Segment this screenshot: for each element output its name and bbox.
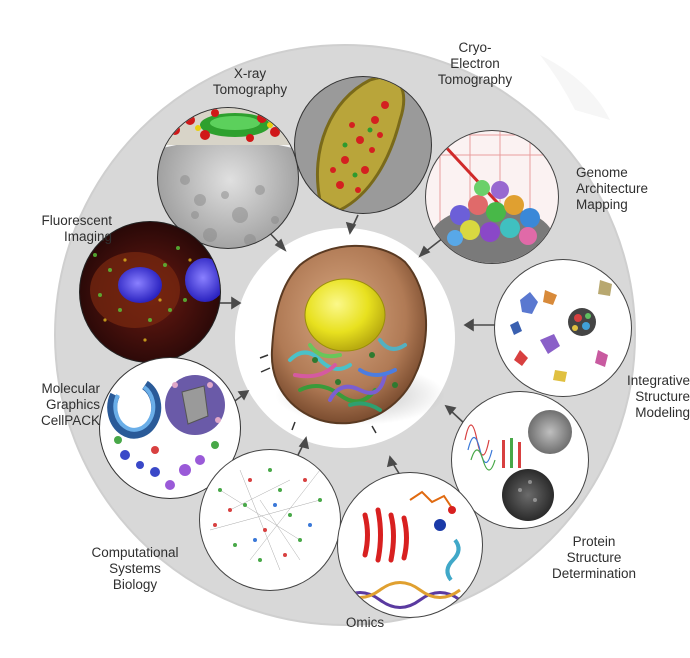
label-protein-structure-determination: Protein Structure Determination [551, 534, 637, 581]
label-computational-systems-biology: Computational Systems Biology [91, 545, 179, 592]
arrows [220, 214, 496, 476]
computational-systems-biology-image [199, 449, 341, 591]
label-integrative-structure-modeling: Integrative Structure Modeling [626, 373, 690, 420]
integrative-structure-modeling-image [494, 259, 632, 397]
omics-image [337, 472, 483, 618]
label-fluorescent-imaging: Fluorescent Imaging [41, 213, 112, 244]
label-cryo-electron-tomography: Cryo- Electron Tomography [437, 40, 513, 87]
label-genome-architecture-mapping: Genome Architecture Mapping [576, 165, 649, 212]
genome-architecture-image [425, 130, 559, 264]
label-xray-tomography: X-ray Tomography [212, 66, 288, 97]
fluorescent-imaging-image [79, 221, 221, 363]
cryo-electron-tomography-image [294, 76, 432, 214]
cell-model-icon [259, 244, 428, 434]
label-molecular-graphics-cellpack: Molecular Graphics CellPACK [40, 381, 100, 428]
protein-structure-determination-image [451, 391, 589, 529]
label-omics: Omics [345, 615, 385, 630]
